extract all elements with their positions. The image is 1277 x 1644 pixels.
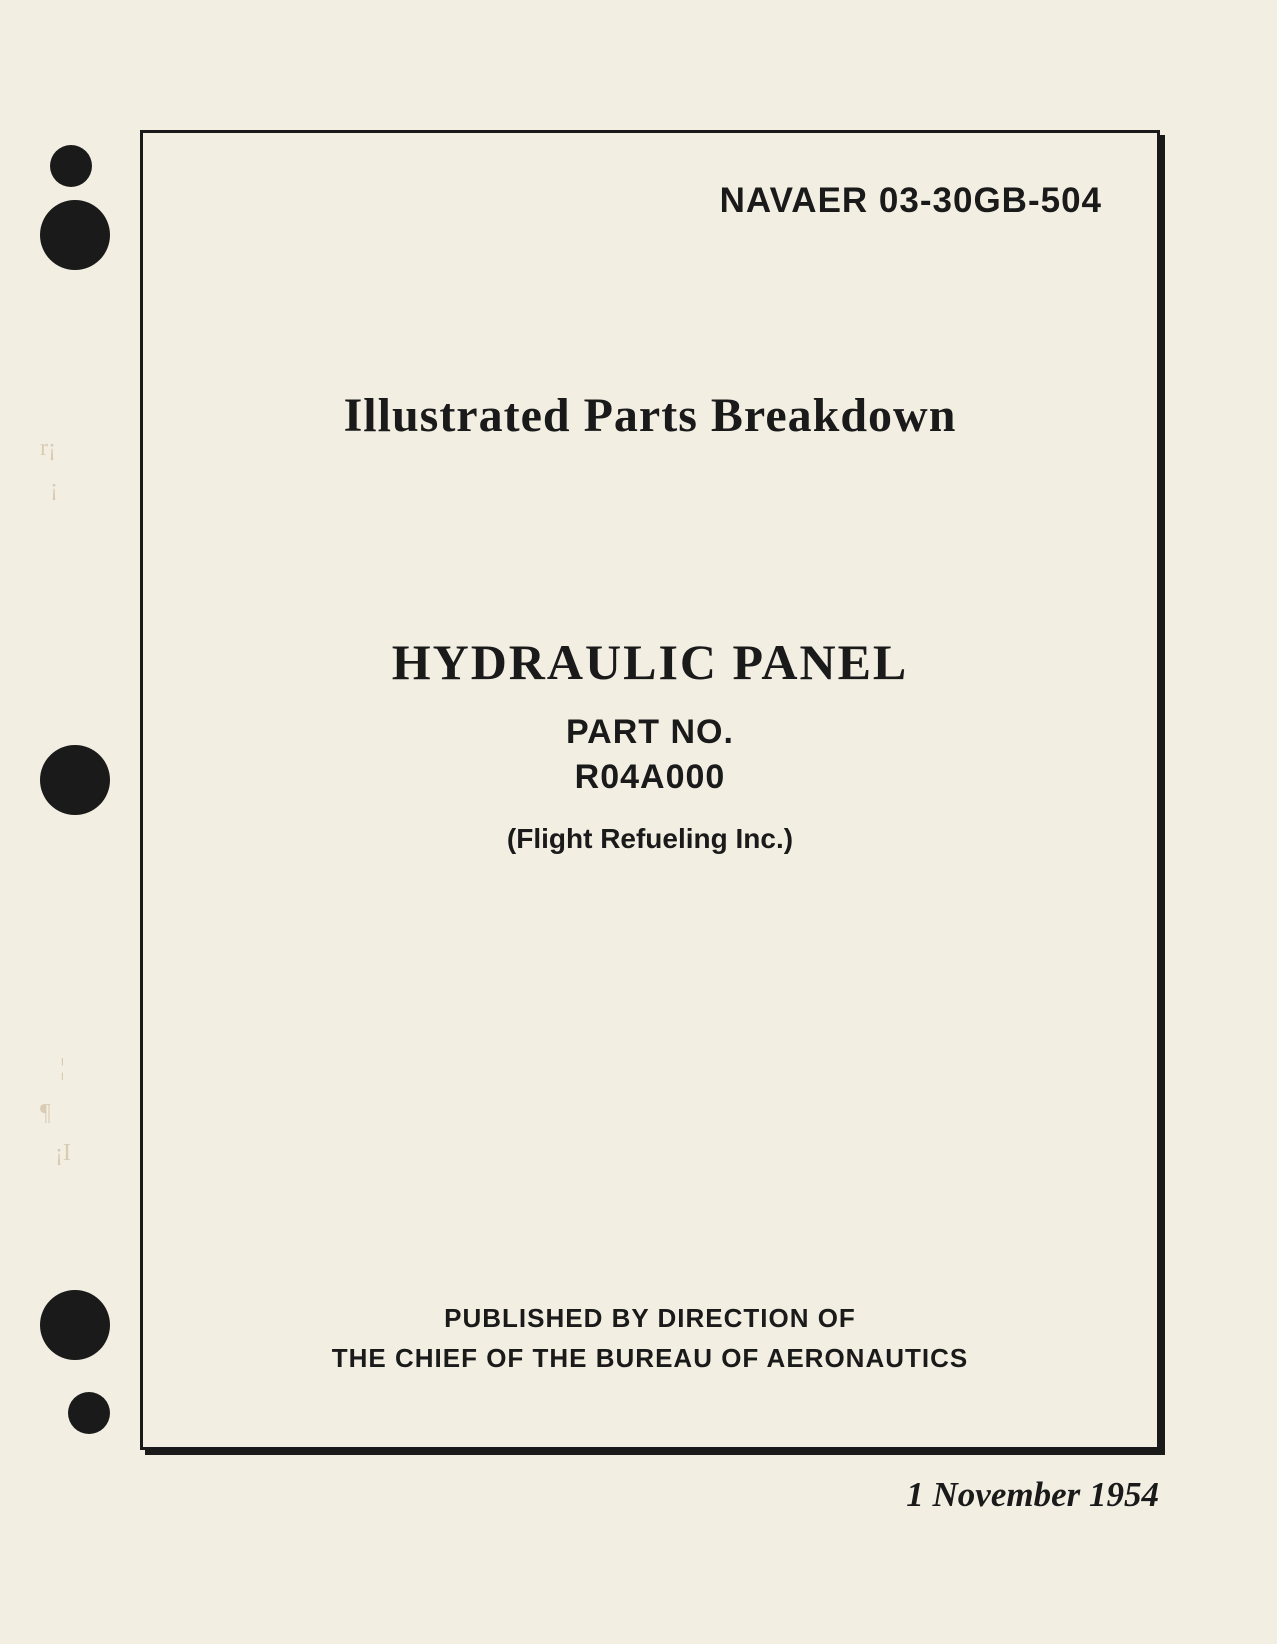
content-border: NAVAER 03-30GB-504 Illustrated Parts Bre…: [140, 130, 1160, 1450]
publication-date: 1 November 1954: [906, 1475, 1159, 1515]
manufacturer-name: (Flight Refueling Inc.): [143, 823, 1157, 855]
publisher-text-line2: THE CHIEF OF THE BUREAU OF AERONAUTICS: [143, 1343, 1157, 1374]
punch-hole: [40, 745, 110, 815]
part-number-label: PART NO.: [143, 713, 1157, 752]
scan-artifact: ¡: [50, 475, 58, 502]
document-title: HYDRAULIC PANEL: [143, 633, 1157, 691]
scan-artifact: ¶: [40, 1100, 51, 1127]
scan-artifact: ¦: [60, 1055, 65, 1082]
part-number-value: R04A000: [143, 758, 1157, 797]
punch-hole: [50, 145, 92, 187]
document-subtitle: Illustrated Parts Breakdown: [143, 388, 1157, 443]
document-number: NAVAER 03-30GB-504: [720, 181, 1102, 221]
punch-hole: [68, 1392, 110, 1434]
publisher-text-line1: PUBLISHED BY DIRECTION OF: [143, 1303, 1157, 1334]
scan-artifact: r¡: [40, 435, 56, 462]
punch-hole: [40, 200, 110, 270]
punch-hole: [40, 1290, 110, 1360]
document-page: r¡ ¡ ¦ ¶ ¡I NAVAER 03-30GB-504 Illustrat…: [0, 0, 1277, 1644]
scan-artifact: ¡I: [55, 1140, 71, 1167]
